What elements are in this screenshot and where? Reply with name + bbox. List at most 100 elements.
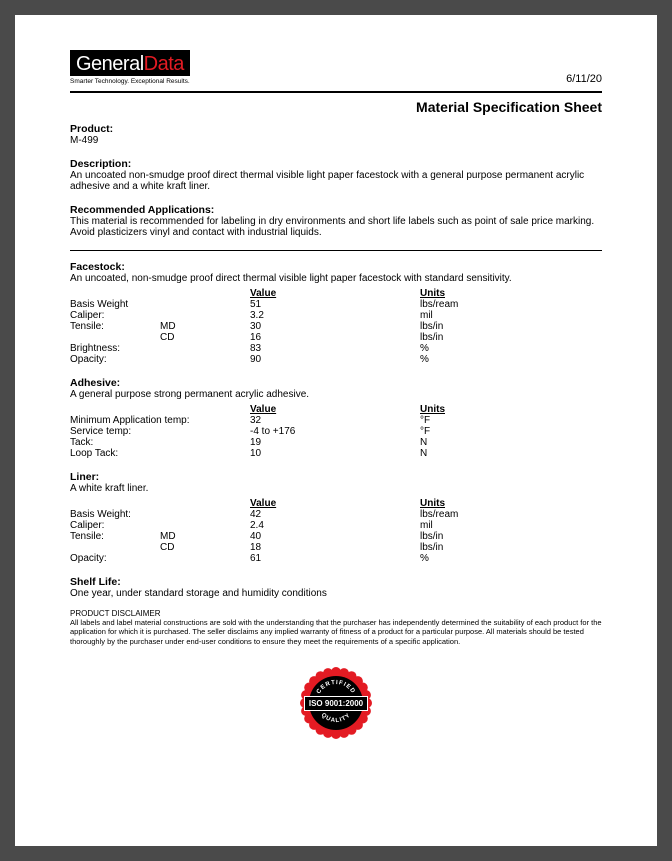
table-row: Basis Weight 51lbs/ream xyxy=(70,299,602,310)
row-value: 83 xyxy=(250,343,420,354)
row-value: 19 xyxy=(250,437,420,448)
logo-tagline: Smarter Technology. Exceptional Results. xyxy=(70,78,190,85)
table-row: Service temp:-4 to +176°F xyxy=(70,426,602,437)
col-units: Units xyxy=(420,498,540,509)
row-value: 2.4 xyxy=(250,520,420,531)
row-unit: °F xyxy=(420,426,540,437)
certification-badge: CERTIFIED QUALITY ISO 9001:2000 xyxy=(70,664,602,742)
row-sub xyxy=(160,310,250,321)
table-row: Caliper: 2.4mil xyxy=(70,520,602,531)
row-name xyxy=(70,542,160,553)
row-name: Caliper: xyxy=(70,310,160,321)
row-sub: CD xyxy=(160,542,250,553)
document-page: GeneralData Smarter Technology. Exceptio… xyxy=(15,15,657,846)
row-value: 16 xyxy=(250,332,420,343)
col-value: Value xyxy=(250,288,420,299)
row-sub: MD xyxy=(160,531,250,542)
table-row: Opacity: 61% xyxy=(70,553,602,564)
logo-block: GeneralData Smarter Technology. Exceptio… xyxy=(70,50,190,85)
row-name: Caliper: xyxy=(70,520,160,531)
table-row: Tensile:MD30lbs/in xyxy=(70,321,602,332)
header: GeneralData Smarter Technology. Exceptio… xyxy=(70,50,602,85)
row-name: Opacity: xyxy=(70,354,160,365)
col-value: Value xyxy=(250,498,420,509)
table-row: Caliper: 3.2mil xyxy=(70,310,602,321)
table-row: Tack:19N xyxy=(70,437,602,448)
recommended-text: This material is recommended for labelin… xyxy=(70,216,602,238)
col-units: Units xyxy=(420,288,540,299)
row-value: 90 xyxy=(250,354,420,365)
row-unit: lbs/in xyxy=(420,542,540,553)
sheet-title: Material Specification Sheet xyxy=(70,99,602,115)
table-row: CD16lbs/in xyxy=(70,332,602,343)
row-unit: % xyxy=(420,343,540,354)
row-value: 40 xyxy=(250,531,420,542)
liner-text: A white kraft liner. xyxy=(70,483,602,494)
table-row: Minimum Application temp:32°F xyxy=(70,415,602,426)
row-sub xyxy=(160,354,250,365)
row-value: 61 xyxy=(250,553,420,564)
row-sub: CD xyxy=(160,332,250,343)
document-date: 6/11/20 xyxy=(566,73,602,85)
row-value: 32 xyxy=(250,415,420,426)
row-unit: % xyxy=(420,553,540,564)
disclaimer-text: All labels and label material constructi… xyxy=(70,618,602,646)
shelf-label: Shelf Life: xyxy=(70,576,602,588)
liner-table: Value Units Basis Weight:42lbs/reamCalip… xyxy=(70,498,602,564)
shelf-text: One year, under standard storage and hum… xyxy=(70,588,602,599)
facestock-text: An uncoated, non-smudge proof direct the… xyxy=(70,273,602,284)
row-name xyxy=(70,332,160,343)
row-unit: lbs/in xyxy=(420,531,540,542)
adhesive-text: A general purpose strong permanent acryl… xyxy=(70,389,602,400)
row-value: 30 xyxy=(250,321,420,332)
table-row: Opacity: 90% xyxy=(70,354,602,365)
row-sub xyxy=(160,299,250,310)
row-value: 42 xyxy=(250,509,420,520)
row-unit: % xyxy=(420,354,540,365)
col-value: Value xyxy=(250,404,420,415)
liner-label: Liner: xyxy=(70,471,602,483)
row-name: Basis Weight: xyxy=(70,509,160,520)
logo-word2: Data xyxy=(144,53,184,75)
table-row: Tensile:MD40lbs/in xyxy=(70,531,602,542)
row-unit: lbs/in xyxy=(420,332,540,343)
facestock-table: Value Units Basis Weight51lbs/reamCalipe… xyxy=(70,288,602,365)
row-name: Loop Tack: xyxy=(70,448,250,459)
row-unit: N xyxy=(420,437,540,448)
rule-mid xyxy=(70,250,602,251)
col-units: Units xyxy=(420,404,540,415)
row-value: -4 to +176 xyxy=(250,426,420,437)
row-value: 18 xyxy=(250,542,420,553)
row-unit: mil xyxy=(420,310,540,321)
row-sub xyxy=(160,509,250,520)
table-row: Loop Tack:10N xyxy=(70,448,602,459)
description-text: An uncoated non-smudge proof direct ther… xyxy=(70,170,602,192)
row-sub xyxy=(160,343,250,354)
row-sub xyxy=(160,553,250,564)
row-name: Service temp: xyxy=(70,426,250,437)
row-unit: °F xyxy=(420,415,540,426)
recommended-label: Recommended Applications: xyxy=(70,204,602,216)
row-unit: mil xyxy=(420,520,540,531)
row-sub: MD xyxy=(160,321,250,332)
product-value: M-499 xyxy=(70,135,602,146)
table-row: CD18lbs/in xyxy=(70,542,602,553)
product-label: Product: xyxy=(70,123,602,135)
row-name: Brightness: xyxy=(70,343,160,354)
row-value: 3.2 xyxy=(250,310,420,321)
row-name: Basis Weight xyxy=(70,299,160,310)
row-unit: N xyxy=(420,448,540,459)
row-name: Minimum Application temp: xyxy=(70,415,250,426)
row-unit: lbs/in xyxy=(420,321,540,332)
row-unit: lbs/ream xyxy=(420,299,540,310)
facestock-label: Facestock: xyxy=(70,261,602,273)
row-name: Tack: xyxy=(70,437,250,448)
row-value: 51 xyxy=(250,299,420,310)
row-name: Opacity: xyxy=(70,553,160,564)
row-name: Tensile: xyxy=(70,321,160,332)
disclaimer-label: PRODUCT DISCLAIMER xyxy=(70,609,602,618)
table-row: Brightness: 83% xyxy=(70,343,602,354)
row-value: 10 xyxy=(250,448,420,459)
logo-word1: General xyxy=(76,53,144,75)
row-unit: lbs/ream xyxy=(420,509,540,520)
